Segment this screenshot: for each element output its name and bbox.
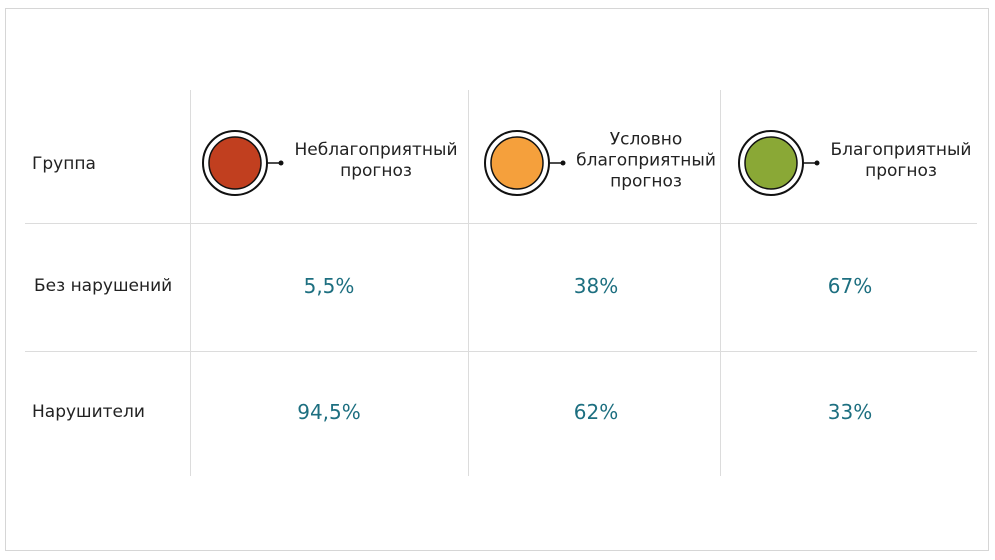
column-divider — [468, 90, 469, 476]
cell-value: 5,5% — [303, 274, 355, 298]
cell-value: 38% — [573, 274, 619, 298]
cell-value: 67% — [827, 274, 873, 298]
status-icon — [738, 130, 820, 196]
column-divider — [190, 90, 191, 476]
row-label: Нарушители — [32, 402, 145, 422]
column-header: Условно благоприятный прогноз — [576, 129, 716, 192]
column-header: Благоприятный прогноз — [830, 140, 972, 181]
row-divider — [25, 351, 977, 352]
row-divider — [25, 223, 977, 224]
cell-value: 94,5% — [297, 400, 361, 424]
status-icon — [484, 130, 566, 196]
column-header: Неблагоприятный прогноз — [294, 140, 458, 181]
row-label: Без нарушений — [34, 276, 173, 296]
frame — [5, 8, 989, 551]
status-icon — [202, 130, 284, 196]
cell-value: 62% — [573, 400, 619, 424]
header-label: Группа — [32, 154, 96, 174]
column-divider — [720, 90, 721, 476]
cell-value: 33% — [827, 400, 873, 424]
